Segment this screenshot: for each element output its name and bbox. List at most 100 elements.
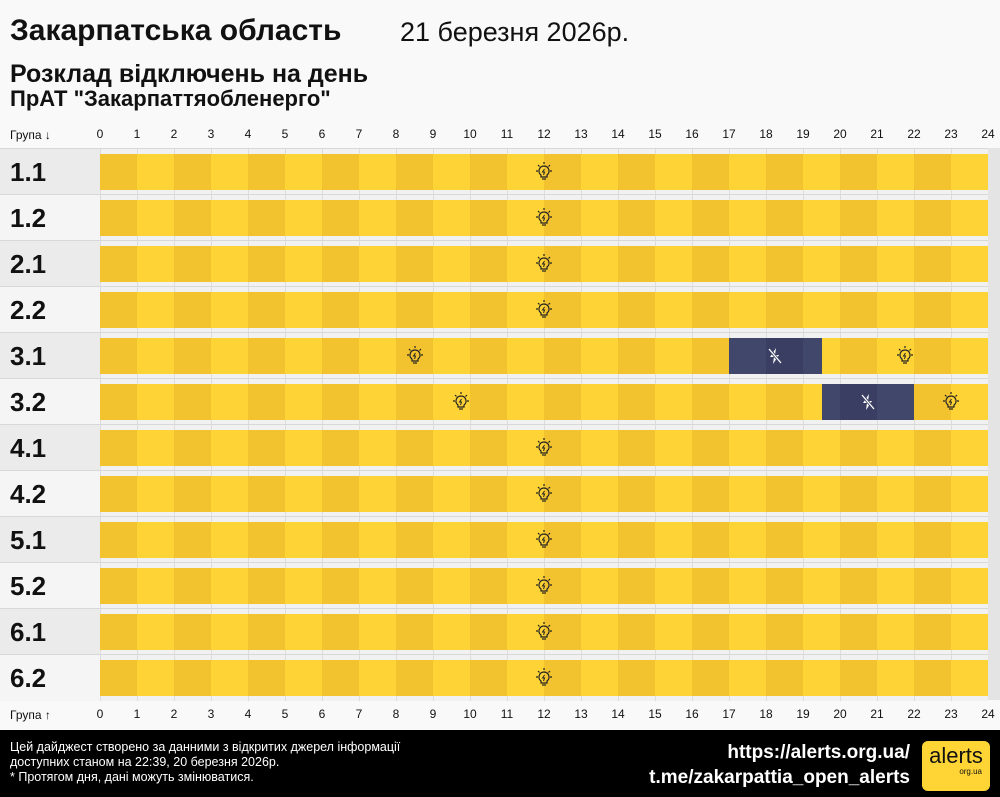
site-link[interactable]: https://alerts.org.ua/	[727, 742, 910, 763]
power-on-segment	[359, 568, 396, 604]
power-on-segment	[914, 430, 951, 466]
power-on-segment	[951, 476, 988, 512]
power-on-segment	[322, 292, 359, 328]
power-on-segment	[396, 384, 433, 420]
power-on-segment	[581, 154, 618, 190]
power-on-segment	[581, 246, 618, 282]
region-title: Закарпатська область	[10, 14, 342, 47]
power-on-segment	[174, 200, 211, 236]
power-on-segment	[507, 384, 544, 420]
power-on-segment	[655, 338, 692, 374]
hour-tick-label: 19	[796, 707, 810, 721]
power-on-segment	[914, 292, 951, 328]
power-on-segment	[322, 384, 359, 420]
power-on-segment	[766, 200, 803, 236]
power-on-segment	[433, 522, 470, 558]
power-on-segment	[877, 200, 914, 236]
power-on-segment	[729, 660, 766, 696]
hour-tick-label: 9	[429, 127, 437, 141]
hour-tick-label: 2	[170, 707, 178, 721]
power-on-segment	[248, 476, 285, 512]
power-on-segment	[618, 614, 655, 650]
lightbulb-icon	[534, 300, 554, 320]
power-on-segment	[433, 154, 470, 190]
power-on-segment	[174, 476, 211, 512]
power-on-segment	[322, 154, 359, 190]
power-on-segment	[692, 292, 729, 328]
power-on-segment	[137, 200, 174, 236]
hour-tick-label: 21	[870, 707, 884, 721]
hour-tick-label: 9	[429, 707, 437, 721]
power-on-segment	[692, 568, 729, 604]
power-on-segment	[692, 430, 729, 466]
hour-tick-label: 12	[537, 707, 551, 721]
power-on-segment	[507, 430, 544, 466]
hour-tick-label: 21	[870, 127, 884, 141]
power-on-segment	[729, 246, 766, 282]
footer-note: Цей дайджест створено за данними з відкр…	[10, 740, 490, 785]
power-on-segment	[618, 246, 655, 282]
power-on-segment	[951, 338, 988, 374]
lightbulb-icon	[895, 346, 915, 366]
power-on-segment	[840, 200, 877, 236]
hour-tick-label: 23	[944, 127, 958, 141]
power-on-segment	[322, 430, 359, 466]
hour-tick-label: 1	[133, 127, 141, 141]
power-on-segment	[618, 154, 655, 190]
power-on-segment	[100, 568, 137, 604]
power-on-segment	[359, 660, 396, 696]
power-off-segment	[729, 338, 766, 374]
footer-note-line: доступних станом на 22:39, 20 березня 20…	[10, 755, 280, 769]
power-on-segment	[655, 568, 692, 604]
power-on-segment	[729, 614, 766, 650]
power-on-segment	[840, 522, 877, 558]
power-on-segment	[433, 614, 470, 650]
hour-tick-label: 0	[96, 707, 104, 721]
power-on-segment	[544, 430, 581, 466]
power-on-segment	[692, 338, 729, 374]
power-on-segment	[729, 522, 766, 558]
footer-note-line: * Протягом дня, дані можуть змінюватися.	[10, 770, 254, 784]
hour-tick-label: 10	[463, 127, 477, 141]
hour-tick-label: 4	[244, 127, 252, 141]
hour-tick-label: 11	[500, 127, 514, 141]
power-on-segment	[470, 154, 507, 190]
power-on-segment	[544, 476, 581, 512]
power-on-segment	[174, 338, 211, 374]
power-on-segment	[211, 522, 248, 558]
power-on-segment	[137, 614, 174, 650]
hour-tick-label: 16	[685, 707, 699, 721]
power-on-segment	[803, 154, 840, 190]
power-on-segment	[766, 660, 803, 696]
power-on-segment	[581, 338, 618, 374]
lightbulb-icon	[534, 208, 554, 228]
power-on-segment	[544, 384, 581, 420]
power-on-segment	[433, 200, 470, 236]
power-on-segment	[914, 384, 951, 420]
telegram-link[interactable]: t.me/zakarpattia_open_alerts	[649, 767, 910, 788]
group-row: 3.2	[0, 378, 1000, 425]
power-on-segment	[951, 522, 988, 558]
power-on-segment	[433, 430, 470, 466]
power-on-segment	[507, 476, 544, 512]
power-off-segment	[821, 384, 840, 420]
hour-tick-label: 17	[722, 707, 736, 721]
power-off-segment	[803, 338, 822, 374]
power-on-segment	[470, 522, 507, 558]
hour-axis-bottom: Група ↑ 0 1 2 3 4 5 6 7 8 9 10 11 12 13 14 15 16 17 18 19 20…	[0, 702, 1000, 728]
power-on-segment	[137, 246, 174, 282]
power-on-segment	[322, 476, 359, 512]
hour-tick-label: 17	[722, 127, 736, 141]
hour-tick-label: 6	[318, 127, 326, 141]
power-on-segment	[618, 292, 655, 328]
group-label: 6.1	[0, 609, 100, 655]
power-on-segment	[322, 660, 359, 696]
lightbulb-icon	[534, 438, 554, 458]
power-on-segment	[803, 660, 840, 696]
power-on-segment	[100, 246, 137, 282]
hour-tick-label: 12	[537, 127, 551, 141]
power-on-segment	[211, 154, 248, 190]
power-on-segment	[396, 200, 433, 236]
lightbulb-icon	[534, 484, 554, 504]
power-on-segment	[211, 614, 248, 650]
